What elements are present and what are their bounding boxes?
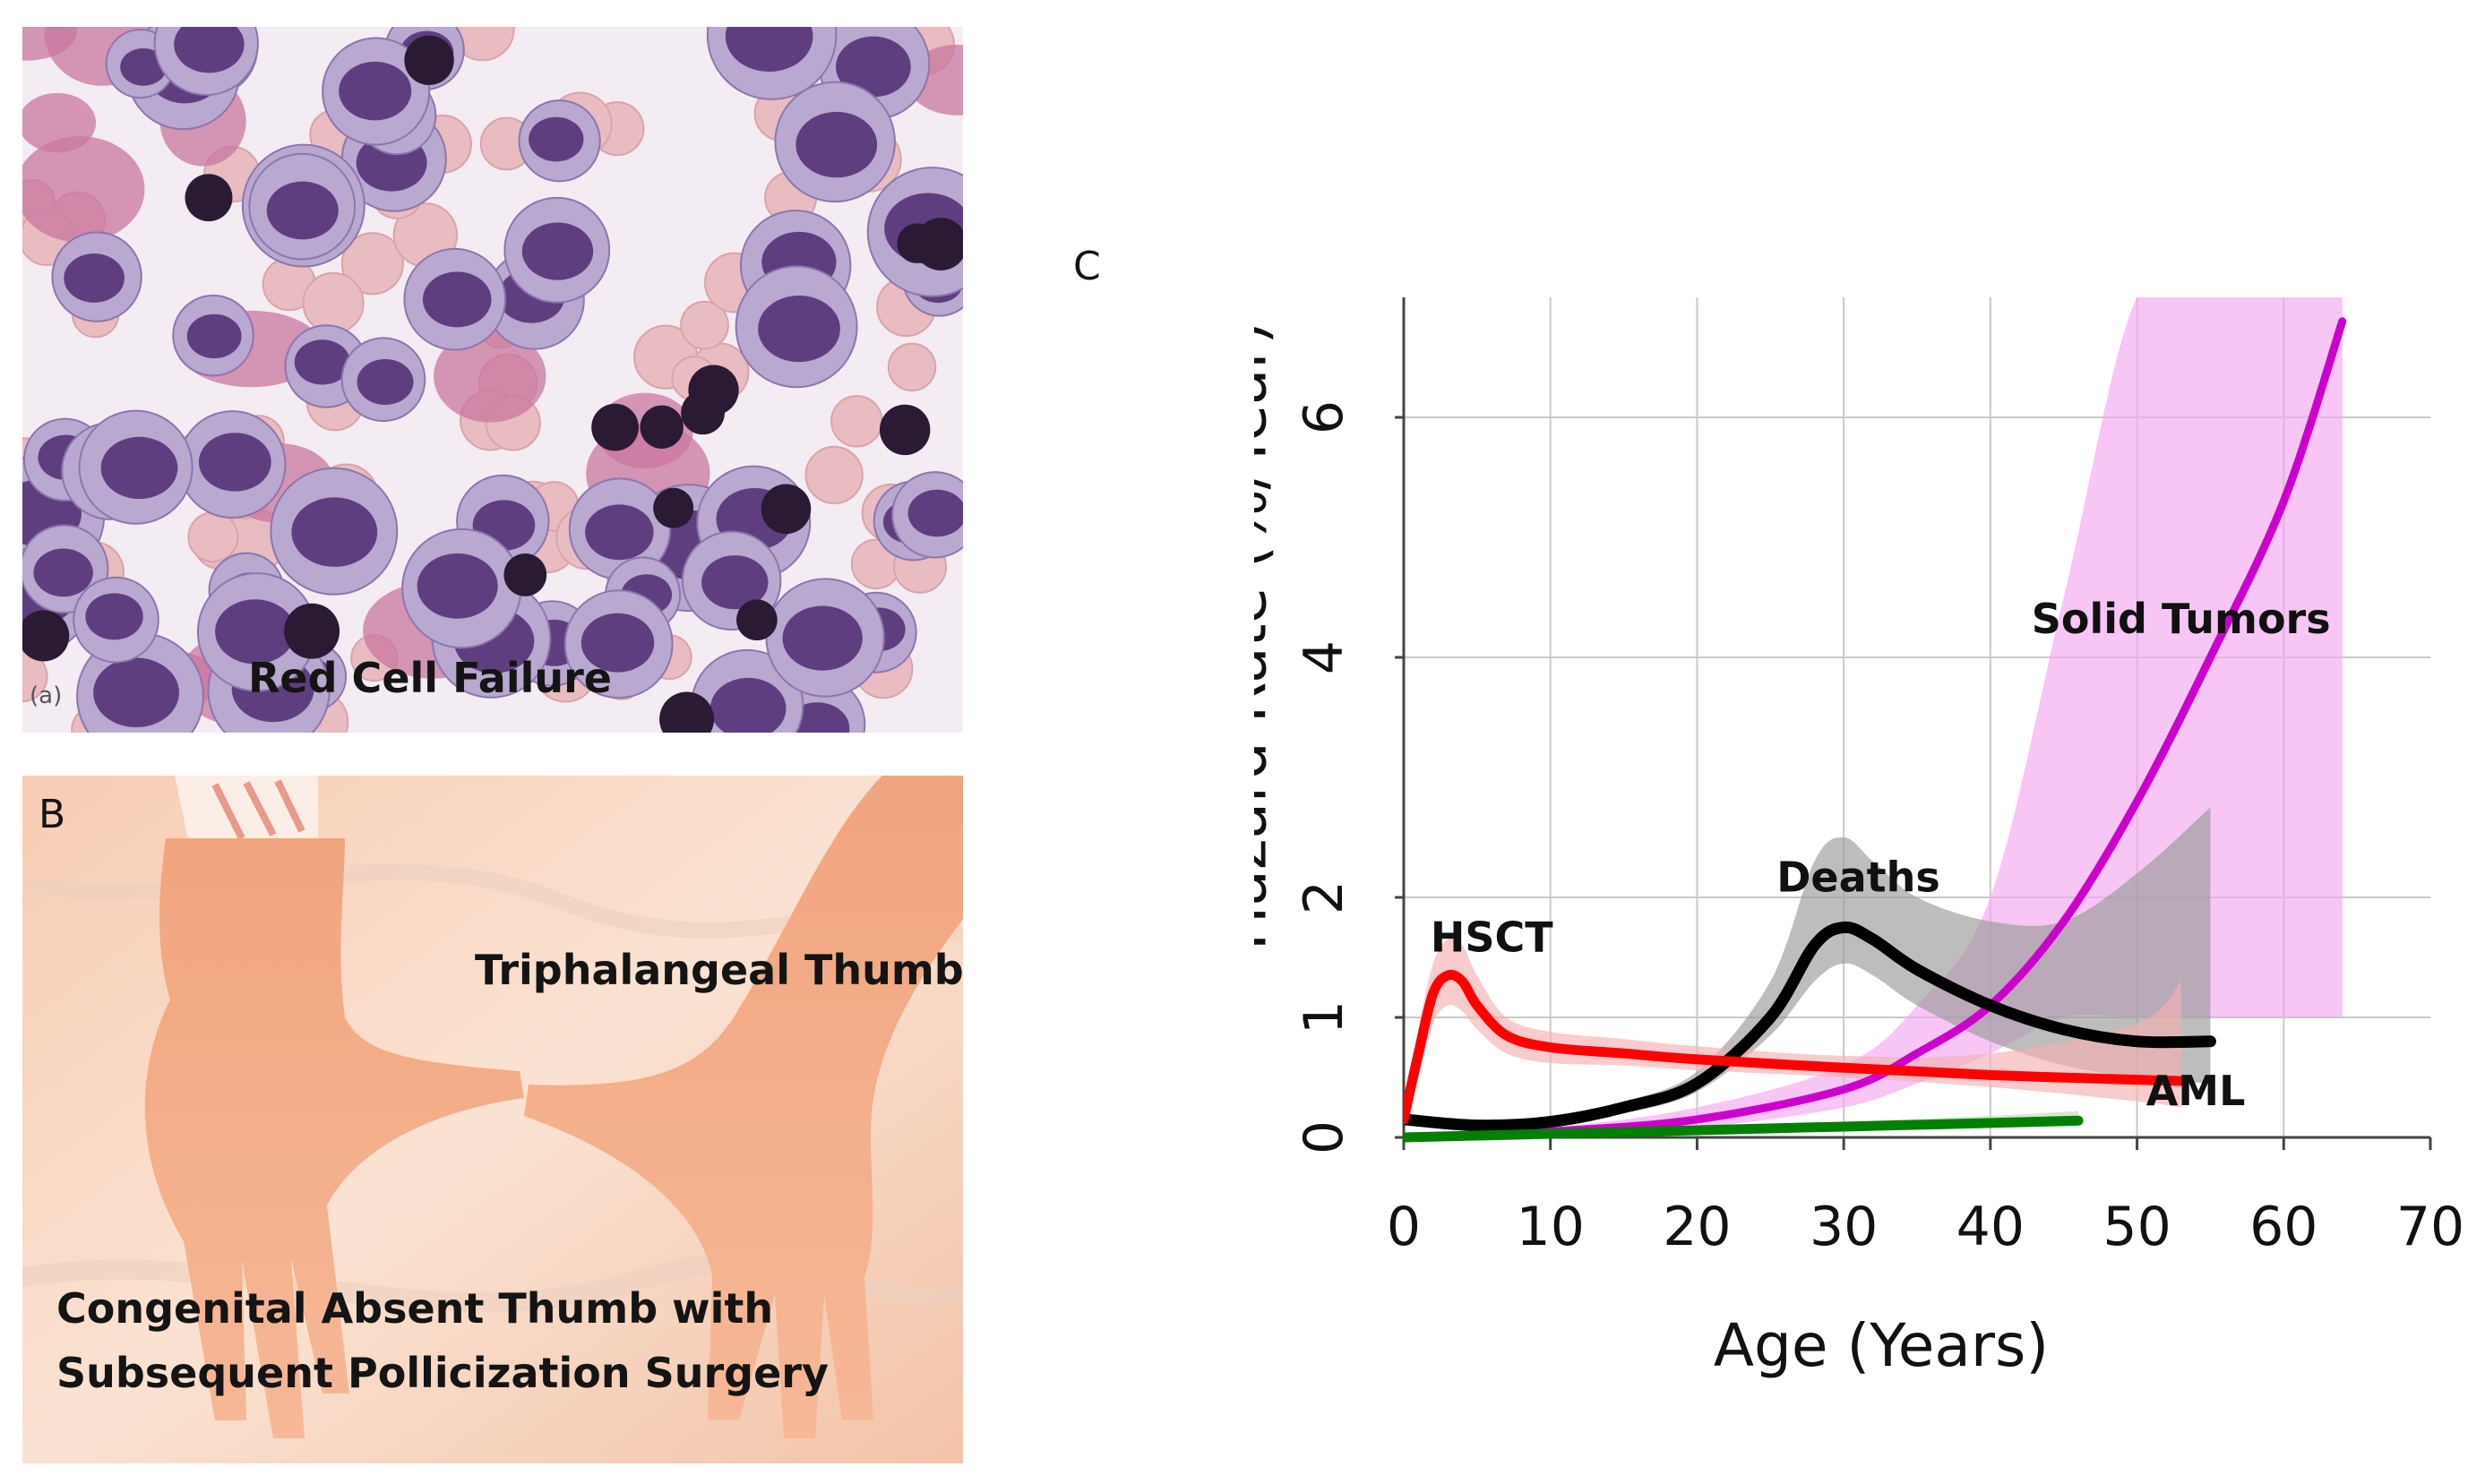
cell-nucleus xyxy=(795,111,878,178)
cell-nucleus xyxy=(907,489,963,537)
red-blood-cell xyxy=(830,395,883,448)
triphalangeal-thumb-caption: Triphalangeal Thumb xyxy=(475,946,963,994)
cell-nucleus xyxy=(120,47,167,86)
dark-nucleus xyxy=(284,603,340,659)
dark-nucleus xyxy=(914,218,963,270)
deaths-line xyxy=(1404,921,2216,1132)
cell-nucleus xyxy=(93,657,179,728)
dark-nucleus xyxy=(503,553,547,596)
x-tick-label: 0 xyxy=(1387,1196,1421,1258)
cell-nucleus xyxy=(580,613,655,673)
x-tick-label: 70 xyxy=(2396,1196,2464,1258)
red-blood-cell xyxy=(22,651,48,703)
panel-b-letter: B xyxy=(39,792,66,837)
dark-nucleus xyxy=(185,174,233,222)
dark-nucleus xyxy=(659,691,715,733)
cell-nucleus xyxy=(417,553,498,619)
cell-nucleus xyxy=(291,497,378,567)
cell-nucleus xyxy=(186,313,242,359)
dark-nucleus xyxy=(640,405,684,450)
y-tick-label: 2 xyxy=(1293,880,1355,914)
dark-nucleus xyxy=(653,487,694,528)
cell-nucleus xyxy=(100,436,178,500)
aml-line xyxy=(1404,1115,2084,1143)
bone-marrow-smear-image: (a) Red Cell Failure xyxy=(22,27,963,733)
cell-nucleus xyxy=(174,27,245,73)
aml-label: AML xyxy=(2146,1067,2246,1115)
x-tick-label: 50 xyxy=(2102,1196,2171,1258)
dark-nucleus xyxy=(736,599,778,641)
cell-nucleus xyxy=(198,433,271,492)
dark-nucleus xyxy=(688,365,739,416)
dark-nucleus xyxy=(404,35,454,85)
panel-a-sublabel: (a) xyxy=(30,682,63,709)
hazard-rate-chart: 0 10 20 30 40 50 60 70 0 1 2 4 6 Age (Years) Hazard Ra… xyxy=(1254,297,2464,1380)
cell-nucleus xyxy=(357,358,414,405)
x-tick-label: 20 xyxy=(1663,1196,1731,1258)
cell-nucleus xyxy=(701,555,769,610)
hands-photo-illustration xyxy=(22,776,963,1463)
hsct-line xyxy=(1404,969,2187,1125)
cell-nucleus xyxy=(521,222,594,280)
hands-photo-image: B Triphalangeal Thumb Congenital Absent … xyxy=(22,776,963,1463)
cell-nucleus xyxy=(64,253,125,303)
cell-nucleus xyxy=(585,504,654,561)
red-blood-cell xyxy=(302,271,365,334)
absent-thumb-caption-line2: Subsequent Pollicization Surgery xyxy=(56,1349,829,1397)
y-tick-label: 0 xyxy=(1293,1120,1355,1154)
x-tick-label: 10 xyxy=(1517,1196,1585,1258)
y-axis-title: Hazard Rate (%/Year) xyxy=(1254,322,1280,951)
dark-nucleus xyxy=(591,403,639,451)
x-tick-label: 40 xyxy=(1956,1196,2025,1258)
bone-marrow-smear-illustration xyxy=(22,27,963,733)
x-tick-label: 30 xyxy=(1810,1196,1878,1258)
dark-nucleus xyxy=(22,610,70,662)
dark-nucleus xyxy=(761,484,812,535)
cell-nucleus xyxy=(266,181,339,240)
red-blood-cell xyxy=(887,342,937,392)
solid-tumors-label: Solid Tumors xyxy=(2032,595,2331,643)
cytoplasm-smudge xyxy=(22,136,145,243)
cell-nucleus xyxy=(33,548,93,597)
y-tick-label: 6 xyxy=(1293,400,1355,434)
cell-nucleus xyxy=(294,339,350,385)
red-cell-failure-caption: Red Cell Failure xyxy=(248,654,613,702)
cell-nucleus xyxy=(782,605,863,671)
cell-nucleus xyxy=(758,296,840,363)
red-blood-cell xyxy=(340,232,404,296)
y-tick-label: 4 xyxy=(1293,640,1355,674)
cell-nucleus xyxy=(422,271,492,328)
red-blood-cell xyxy=(680,300,729,350)
red-blood-cell xyxy=(804,445,864,505)
x-tick-label: 60 xyxy=(2249,1196,2317,1258)
cell-nucleus xyxy=(709,677,787,733)
cytoplasm-smudge xyxy=(22,27,77,61)
absent-thumb-caption-line1: Congenital Absent Thumb with xyxy=(56,1284,774,1333)
deaths-label: Deaths xyxy=(1776,853,1940,901)
cell-nucleus xyxy=(215,599,296,665)
panel-c-letter: C xyxy=(1073,244,1101,289)
cell-nucleus xyxy=(85,593,143,640)
x-axis-title: Age (Years) xyxy=(1714,1311,2049,1380)
y-tick-label: 1 xyxy=(1293,1000,1355,1034)
cell-nucleus xyxy=(836,36,911,98)
cell-nucleus xyxy=(529,116,584,162)
solid-tumors-line xyxy=(1404,317,2347,1142)
cell-nucleus xyxy=(339,61,412,121)
dark-nucleus xyxy=(879,404,931,456)
cytoplasm-smudge xyxy=(434,330,546,423)
red-blood-cell xyxy=(187,511,239,563)
cell-nucleus xyxy=(725,27,813,73)
hsct-label: HSCT xyxy=(1431,913,1553,961)
